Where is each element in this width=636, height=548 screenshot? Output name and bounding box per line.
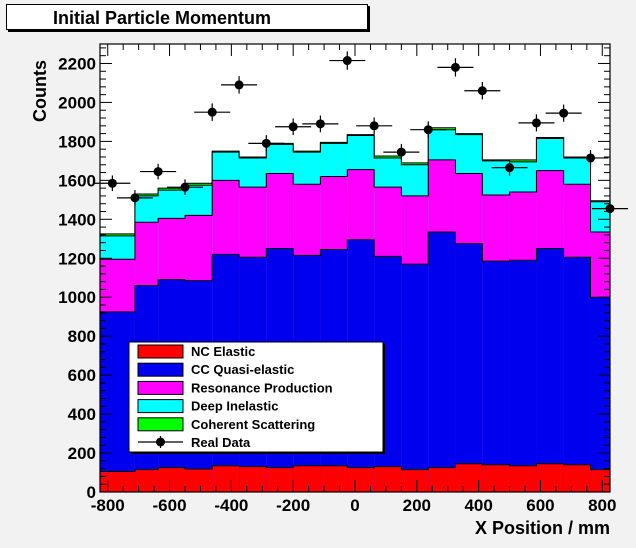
y-tick-label: 1400 — [58, 210, 96, 229]
resonance-production-outline — [99, 159, 611, 492]
nc-elastic-bar — [428, 467, 456, 492]
legend-label-coherent-scattering: Coherent Scattering — [191, 417, 315, 432]
nc-elastic-bar — [266, 467, 294, 492]
data-point — [369, 121, 379, 131]
data-point — [153, 167, 163, 177]
legend-box — [128, 341, 384, 453]
legend-swatch-nc-elastic — [137, 344, 184, 359]
nc-elastic-bar — [536, 463, 564, 492]
data-point — [605, 204, 615, 214]
axes: 0200400600800100012001400160018002000220… — [58, 44, 616, 515]
y-tick-label: 1000 — [58, 288, 96, 307]
legend-label-real-data: Real Data — [191, 435, 251, 450]
cc-quasi-elastic-bar — [590, 297, 610, 492]
x-tick-label: -200 — [276, 496, 310, 515]
data-point — [315, 119, 325, 129]
legend-label-cc-quasi-elastic: CC Quasi-elastic — [191, 362, 294, 377]
x-tick-label: 600 — [526, 496, 554, 515]
cc-quasi-elastic-bar — [536, 248, 564, 492]
x-tick-label: 800 — [588, 496, 616, 515]
cc-quasi-elastic-bar — [401, 264, 429, 492]
cc-quasi-elastic-bar — [428, 231, 456, 492]
y-tick-label: 1600 — [58, 171, 96, 190]
data-point — [450, 62, 460, 72]
y-tick-label: 200 — [68, 444, 96, 463]
y-tick-label: 2000 — [58, 93, 96, 112]
legend-swatch-coherent-scattering — [137, 417, 184, 432]
nc-elastic-bar — [320, 465, 348, 492]
nc-elastic-outline — [99, 463, 611, 492]
y-tick-label: 1800 — [58, 132, 96, 151]
data-point — [207, 107, 217, 117]
cc-quasi-elastic-bar — [482, 261, 510, 492]
data-point — [505, 163, 515, 173]
nc-elastic-bar — [455, 463, 483, 492]
cc-quasi-elastic-outline — [99, 231, 611, 492]
data-point — [531, 118, 541, 128]
data-point — [234, 80, 244, 90]
data-point — [396, 147, 406, 157]
nc-elastic-bar — [100, 471, 135, 492]
nc-elastic-bar — [185, 469, 213, 492]
nc-elastic-bar — [134, 469, 159, 492]
y-tick-label: 2200 — [58, 54, 96, 73]
data-point — [288, 122, 298, 132]
x-tick-label: -600 — [153, 496, 187, 515]
nc-elastic-bar — [293, 465, 321, 492]
legend-label-nc-elastic: NC Elastic — [191, 344, 255, 359]
nc-elastic-bar — [158, 467, 185, 492]
y-tick-label: 0 — [87, 483, 96, 502]
legend: NC Elastic CC Quasi-elastic Resonance Prod… — [128, 341, 385, 454]
nc-elastic-bar — [590, 469, 610, 492]
x-tick-label: 200 — [403, 496, 431, 515]
legend-swatch-resonance-production — [137, 380, 184, 395]
nc-elastic-bar — [239, 466, 267, 492]
x-axis-title: X Position / mm — [475, 518, 610, 538]
nc-elastic-bar — [374, 466, 402, 492]
x-tick-label: -800 — [91, 496, 125, 515]
data-point — [130, 193, 140, 203]
nc-elastic-bar — [482, 464, 510, 492]
nc-elastic-bar — [509, 465, 537, 492]
cc-quasi-elastic-bar — [509, 260, 537, 492]
chart-title: Initial Particle Momentum — [53, 8, 272, 28]
y-axis-title: Counts — [30, 60, 50, 122]
y-tick-label: 800 — [68, 327, 96, 346]
legend-marker-real-data — [156, 437, 165, 447]
x-tick-label: 0 — [350, 496, 359, 515]
data-point — [180, 182, 190, 192]
data-point — [586, 153, 596, 163]
chart-title-box: Initial Particle Momentum — [6, 4, 368, 30]
y-tick-label: 400 — [68, 405, 96, 424]
y-tick-label: 600 — [68, 366, 96, 385]
legend-swatch-cc-quasi-elastic — [137, 362, 184, 377]
legend-label-resonance-production: Resonance Production — [191, 380, 333, 395]
cc-quasi-elastic-bar — [563, 257, 591, 492]
nc-elastic-bar — [347, 467, 375, 492]
legend-swatch-deep-inelastic — [137, 399, 184, 414]
nc-elastic-bar — [212, 465, 240, 492]
data-point — [261, 138, 271, 148]
data-point — [423, 125, 433, 135]
data-point — [342, 56, 352, 66]
x-tick-label: 400 — [464, 496, 492, 515]
y-tick-label: 1200 — [58, 249, 96, 268]
real-data-points — [94, 51, 628, 216]
nc-elastic-bar — [401, 469, 429, 492]
x-tick-label: -400 — [214, 496, 248, 515]
legend-label-deep-inelastic: Deep Inelastic — [191, 399, 278, 414]
cc-quasi-elastic-bar — [455, 243, 483, 492]
data-point — [107, 178, 117, 188]
data-point — [559, 108, 569, 118]
nc-elastic-bar — [563, 464, 591, 492]
data-point — [477, 86, 487, 96]
